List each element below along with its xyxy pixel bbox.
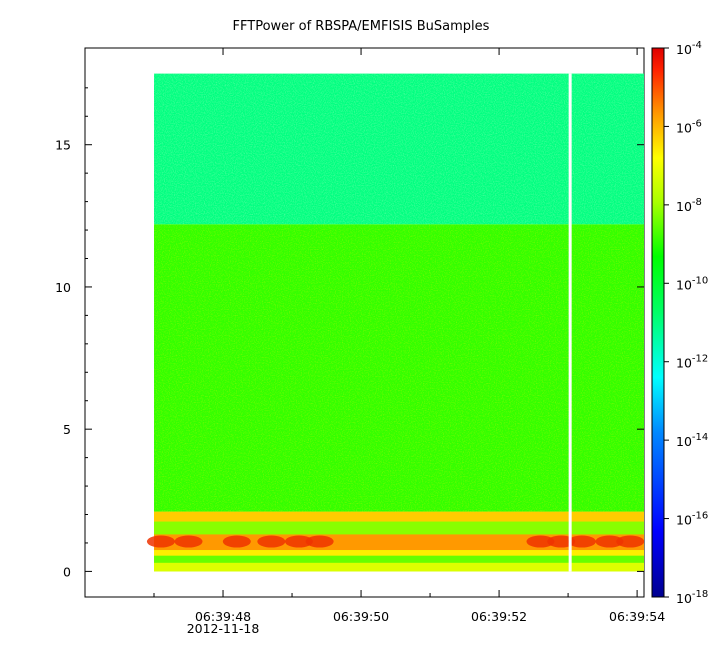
x-tick-label: 06:39:48 bbox=[195, 609, 251, 624]
burst-2 bbox=[222, 535, 251, 548]
spectrogram-heatmap bbox=[146, 73, 644, 572]
low-freq-band-3 bbox=[154, 550, 644, 556]
burst-6 bbox=[526, 535, 555, 548]
colorbar-axis: 10-4 10-6 10-8 10-10 10-12 10-14 10-16 10-18 bbox=[664, 40, 708, 606]
data-gap bbox=[568, 73, 572, 572]
y-tick-label: 0 bbox=[63, 564, 71, 579]
burst-3 bbox=[257, 535, 286, 548]
colorbar-tick-label: 10-6 bbox=[676, 118, 702, 135]
burst-1 bbox=[174, 535, 203, 548]
burst-8 bbox=[567, 535, 596, 548]
colorbar-tick-label: 10-12 bbox=[676, 354, 708, 371]
burst-10 bbox=[616, 535, 644, 548]
x-tick-label: 06:39:54 bbox=[609, 609, 665, 624]
chart-title: FFTPower of RBSPA/EMFISIS BuSamples bbox=[233, 19, 490, 34]
burst-5 bbox=[305, 535, 334, 548]
colorbar-tick-label: 10-10 bbox=[676, 275, 708, 292]
y-tick-label: 10 bbox=[55, 280, 71, 295]
low-freq-band-0 bbox=[154, 511, 644, 522]
colorbar bbox=[651, 47, 665, 598]
colorbar-tick-label: 10-18 bbox=[676, 589, 708, 606]
low-freq-band-4 bbox=[154, 555, 644, 563]
x-tick-label: 06:39:50 bbox=[333, 609, 389, 624]
region-high-freq-noise bbox=[154, 73, 644, 225]
colorbar-tick-label: 10-8 bbox=[676, 197, 702, 214]
y-axis: 0 5 10 15 bbox=[55, 87, 644, 579]
colorbar-tick-label: 10-4 bbox=[676, 40, 702, 57]
colorbar-tick-label: 10-16 bbox=[676, 511, 708, 528]
y-tick-label: 5 bbox=[63, 422, 71, 437]
low-freq-band-1 bbox=[154, 521, 644, 535]
region-mid-freq-noise bbox=[154, 224, 644, 512]
x-tick-label: 06:39:52 bbox=[471, 609, 527, 624]
y-tick-label: 15 bbox=[55, 138, 71, 153]
colorbar-tick-label: 10-14 bbox=[676, 432, 708, 449]
burst-4 bbox=[284, 535, 313, 548]
burst-0 bbox=[146, 535, 175, 548]
burst-7 bbox=[547, 535, 576, 548]
x-tick-date-label: 2012-11-18 bbox=[187, 621, 260, 636]
low-freq-band-5 bbox=[154, 562, 644, 572]
burst-9 bbox=[595, 535, 624, 548]
